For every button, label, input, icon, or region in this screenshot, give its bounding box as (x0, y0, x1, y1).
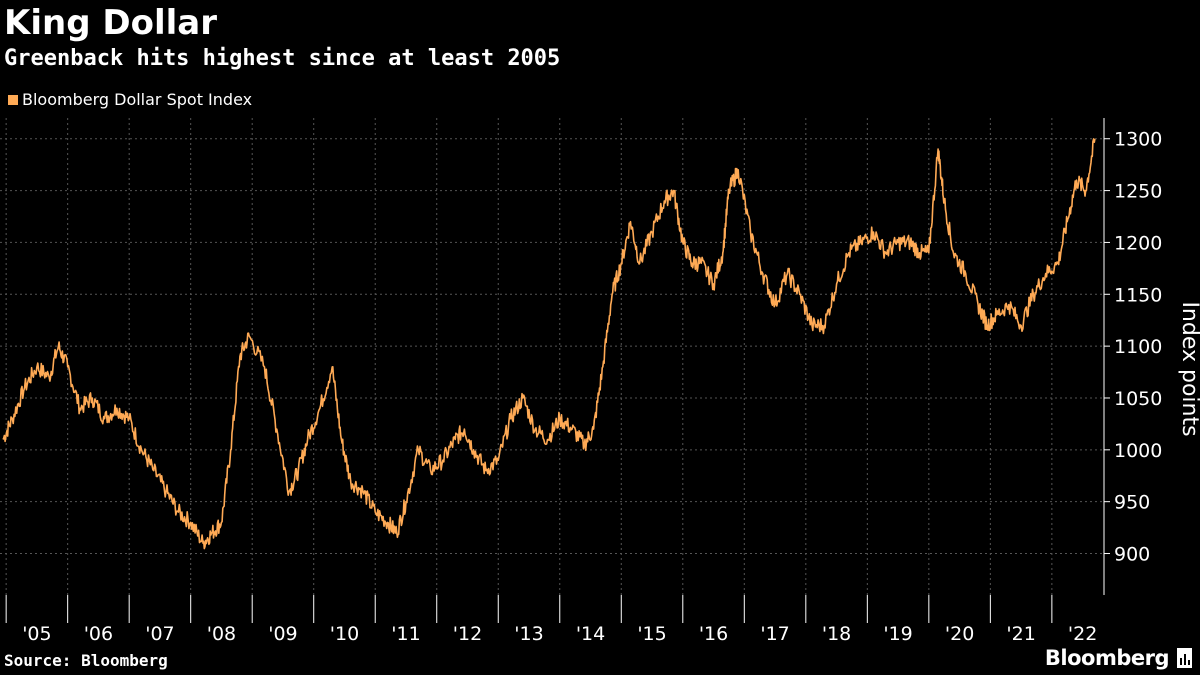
y-tick-label: 1200 (1114, 232, 1162, 254)
legend-swatch (8, 95, 18, 105)
source-note: Source: Bloomberg (4, 651, 168, 670)
x-tick-label: '13 (514, 623, 543, 645)
x-tick-label: '19 (883, 623, 912, 645)
x-tick-label: '17 (760, 623, 789, 645)
x-tick-label: '10 (330, 623, 359, 645)
chart-title: King Dollar (4, 3, 217, 43)
x-tick-label: '21 (1006, 623, 1035, 645)
x-tick-label: '20 (945, 623, 974, 645)
x-tick-label: '11 (391, 623, 420, 645)
grid-lines (0, 118, 1104, 595)
y-tick-label: 1050 (1114, 388, 1162, 410)
y-tick-label: 950 (1114, 492, 1150, 514)
x-tick-label: '09 (268, 623, 297, 645)
x-tick-label: '08 (207, 623, 236, 645)
x-axis: '05 '06 '07 '08 '09 '10 '11 '12 '13 '14 '15 '16 '17 '… (5, 595, 1097, 645)
x-tick-label: '06 (84, 623, 113, 645)
brand-name: Bloomberg (1044, 646, 1170, 670)
y-tick-label: 1150 (1114, 284, 1162, 306)
y-tick-label: 1250 (1114, 181, 1162, 203)
legend: Bloomberg Dollar Spot Index (8, 90, 252, 110)
y-axis: 900 950 1000 1050 1100 1150 1200 1250 1300 (1103, 118, 1162, 595)
series-line-dollar-index (2, 138, 1096, 550)
x-tick-label: '07 (145, 623, 174, 645)
x-tick-label: '22 (1068, 623, 1097, 645)
x-tick-label: '05 (22, 623, 51, 645)
y-tick-label: 1300 (1114, 129, 1162, 151)
x-tick-label: '15 (637, 623, 666, 645)
x-tick-label: '12 (453, 623, 482, 645)
y-tick-label: 1100 (1114, 336, 1162, 358)
bloomberg-terminal-icon (1177, 648, 1192, 668)
chart-subtitle: Greenback hits highest since at least 20… (4, 46, 561, 71)
legend-label: Bloomberg Dollar Spot Index (22, 90, 253, 109)
x-tick-label: '16 (699, 623, 728, 645)
y-tick-label: 900 (1114, 544, 1150, 566)
x-tick-label: '18 (822, 623, 851, 645)
brand-logo: Bloomberg (1045, 645, 1192, 671)
y-axis-label: Index points (1177, 301, 1200, 436)
y-tick-label: 1000 (1114, 440, 1162, 462)
x-tick-label: '14 (576, 623, 605, 645)
